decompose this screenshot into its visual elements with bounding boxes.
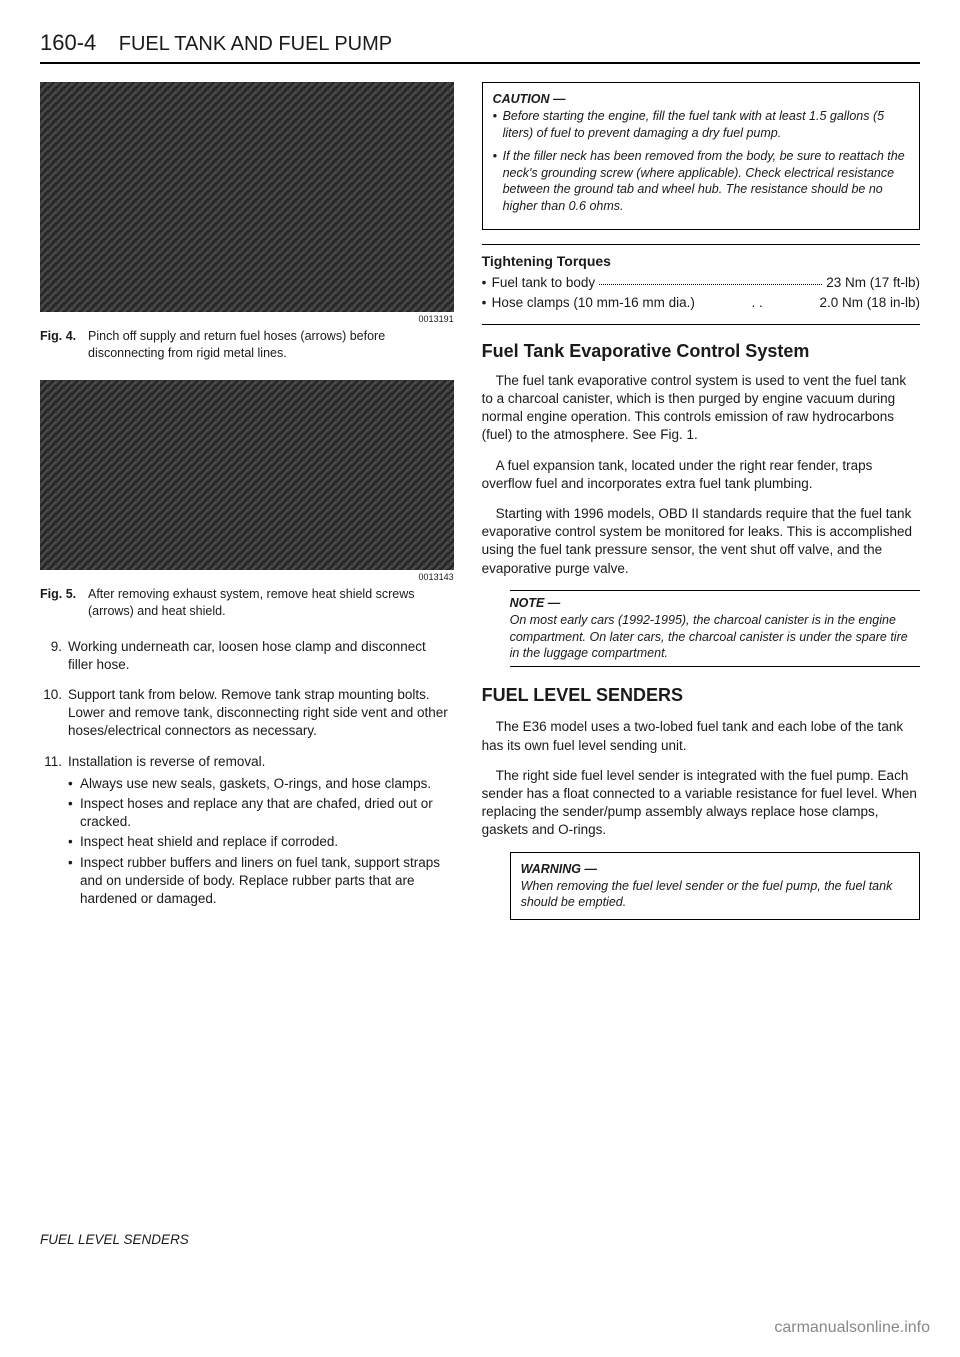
- bullet-item: Always use new seals, gaskets, O-rings, …: [68, 775, 454, 793]
- torques-heading: Tightening Torques: [482, 253, 920, 269]
- note-title: NOTE —: [510, 596, 561, 610]
- step-9: 9. Working underneath car, loosen hose c…: [40, 638, 454, 674]
- note-text: On most early cars (1992-1995), the char…: [510, 613, 908, 661]
- warning-title: WARNING —: [521, 862, 597, 876]
- torque-row: Fuel tank to body 23 Nm (17 ft-lb): [482, 273, 920, 293]
- torque-value: 2.0 Nm (18 in-lb): [819, 293, 920, 313]
- senders-heading: FUEL LEVEL SENDERS: [482, 685, 920, 706]
- caution-item: Before starting the engine, fill the fue…: [493, 108, 909, 142]
- figure-label: Fig. 5.: [40, 586, 88, 620]
- leader-dots: [599, 273, 822, 285]
- bullet-item: Inspect heat shield and replace if corro…: [68, 833, 454, 851]
- step-number: 11.: [40, 753, 68, 911]
- evap-p1: The fuel tank evaporative control system…: [482, 372, 920, 445]
- step-11-bullets: Always use new seals, gaskets, O-rings, …: [68, 775, 454, 909]
- caution-item: If the filler neck has been removed from…: [493, 148, 909, 216]
- procedure-steps: 9. Working underneath car, loosen hose c…: [40, 638, 454, 911]
- figure-5-photo: [40, 380, 454, 570]
- two-column-layout: 0013191 Fig. 4. Pinch off supply and ret…: [40, 82, 920, 934]
- manual-page: 160-4 FUEL TANK AND FUEL PUMP 0013191 Fi…: [0, 0, 960, 1357]
- step-number: 9.: [40, 638, 68, 674]
- evap-p2: A fuel expansion tank, located under the…: [482, 457, 920, 493]
- figure-text: After removing exhaust system, remove he…: [88, 586, 454, 620]
- figure-5-id: 0013143: [40, 572, 454, 582]
- step-11: 11. Installation is reverse of removal. …: [40, 753, 454, 911]
- divider: [482, 244, 920, 245]
- caution-box: CAUTION — Before starting the engine, fi…: [482, 82, 920, 230]
- senders-p1: The E36 model uses a two-lobed fuel tank…: [482, 718, 920, 754]
- evap-p3: Starting with 1996 models, OBD II standa…: [482, 505, 920, 578]
- step-text: Installation is reverse of removal.: [68, 754, 265, 769]
- header-rule: [40, 62, 920, 64]
- torque-value: 23 Nm (17 ft-lb): [826, 273, 920, 293]
- torque-label: Fuel tank to body: [492, 273, 596, 293]
- step-number: 10.: [40, 686, 68, 741]
- bullet-item: Inspect hoses and replace any that are c…: [68, 795, 454, 831]
- right-column: CAUTION — Before starting the engine, fi…: [482, 82, 920, 934]
- caution-bullets: Before starting the engine, fill the fue…: [493, 108, 909, 215]
- figure-label: Fig. 4.: [40, 328, 88, 362]
- watermark: carmanualsonline.info: [762, 1313, 942, 1343]
- bullet-item: Inspect rubber buffers and liners on fue…: [68, 854, 454, 909]
- step-text: Support tank from below. Remove tank str…: [68, 686, 454, 741]
- page-header: 160-4 FUEL TANK AND FUEL PUMP: [40, 30, 920, 56]
- note-rule-top: [510, 590, 920, 591]
- figure-5-caption: Fig. 5. After removing exhaust system, r…: [40, 586, 454, 620]
- footer-section-label: FUEL LEVEL SENDERS: [40, 1232, 189, 1247]
- step-body: Installation is reverse of removal. Alwa…: [68, 753, 454, 911]
- torque-label: Hose clamps (10 mm-16 mm dia.): [492, 293, 695, 313]
- caution-title: CAUTION —: [493, 91, 909, 108]
- figure-4-photo: [40, 82, 454, 312]
- note-box: NOTE — On most early cars (1992-1995), t…: [510, 590, 920, 668]
- section-title: FUEL TANK AND FUEL PUMP: [119, 33, 392, 55]
- torque-row: Hose clamps (10 mm-16 mm dia.) . . 2.0 N…: [482, 293, 920, 313]
- warning-box: WARNING — When removing the fuel level s…: [510, 852, 920, 921]
- step-text: Working underneath car, loosen hose clam…: [68, 638, 454, 674]
- note-rule-bottom: [510, 666, 920, 667]
- left-column: 0013191 Fig. 4. Pinch off supply and ret…: [40, 82, 454, 934]
- figure-text: Pinch off supply and return fuel hoses (…: [88, 328, 454, 362]
- senders-p2: The right side fuel level sender is inte…: [482, 767, 920, 840]
- figure-4-caption: Fig. 4. Pinch off supply and return fuel…: [40, 328, 454, 362]
- page-number: 160-4: [40, 30, 96, 55]
- divider: [482, 324, 920, 325]
- figure-4-id: 0013191: [40, 314, 454, 324]
- torque-list: Fuel tank to body 23 Nm (17 ft-lb) Hose …: [482, 273, 920, 314]
- warning-text: When removing the fuel level sender or t…: [521, 879, 893, 910]
- evap-heading: Fuel Tank Evaporative Control System: [482, 341, 920, 362]
- step-10: 10. Support tank from below. Remove tank…: [40, 686, 454, 741]
